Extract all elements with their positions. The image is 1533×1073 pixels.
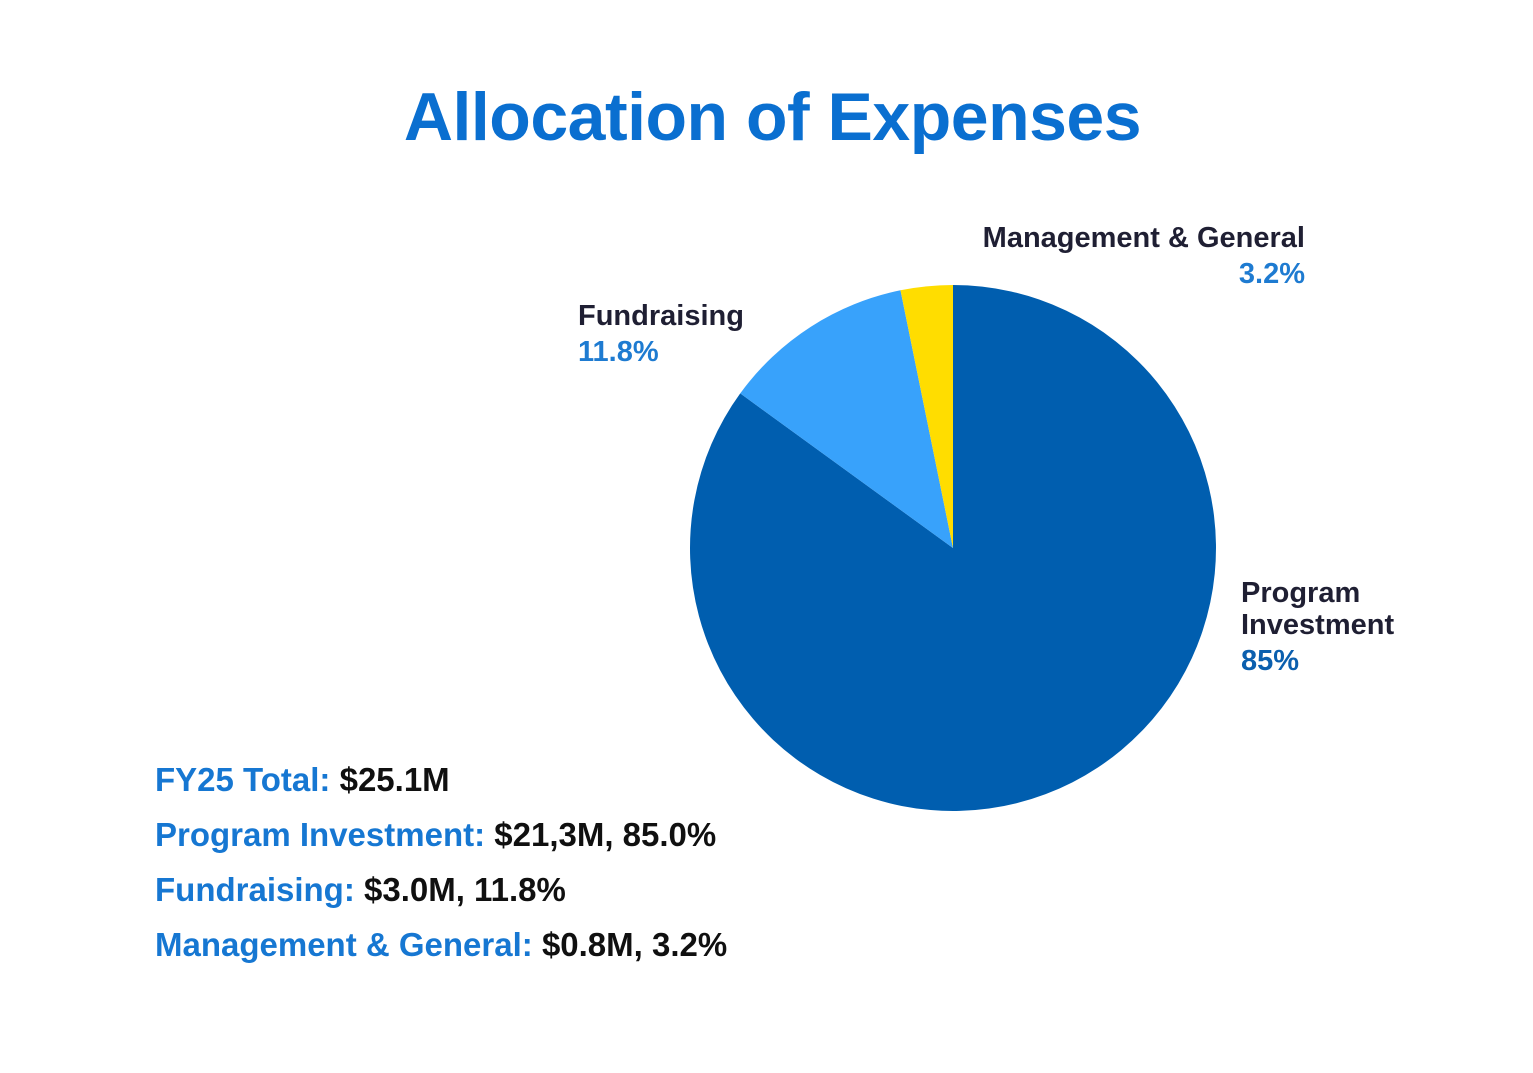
pie-slice-program-investment <box>689 285 1216 811</box>
slice-label-fundraising: Fundraising 11.8% <box>578 300 744 368</box>
summary-program-value: $21,3M, 85.0% <box>494 816 717 853</box>
summary-fundraising: Fundraising: $3.0M, 11.8% <box>155 862 727 917</box>
slice-label-program-name-2: Investment <box>1241 609 1395 641</box>
slice-label-program-name-1: Program <box>1241 577 1361 609</box>
slice-label-management: Management & General 3.2% <box>912 222 1305 290</box>
summary-program: Program Investment: $21,3M, 85.0% <box>155 807 727 862</box>
summary-fundraising-value: $3.0M, 11.8% <box>364 871 566 908</box>
slice-label-management-pct: 3.2% <box>1238 258 1305 290</box>
summary-management-key: Management & General: <box>155 926 533 963</box>
slice-label-program: Program Investment 85% <box>1241 577 1394 677</box>
slice-label-fundraising-pct: 11.8% <box>578 336 659 368</box>
summary-total-key: FY25 Total: <box>155 761 331 798</box>
summary-program-key: Program Investment: <box>155 816 486 853</box>
slice-label-management-name: Management & General <box>982 222 1305 254</box>
summary-block: FY25 Total: $25.1M Program Investment: $… <box>155 752 727 972</box>
slice-label-program-pct: 85% <box>1241 645 1300 677</box>
pie-slice-fundraising <box>740 290 953 548</box>
summary-fundraising-key: Fundraising: <box>155 871 355 908</box>
summary-management: Management & General: $0.8M, 3.2% <box>155 917 727 972</box>
summary-management-value: $0.8M, 3.2% <box>541 926 728 963</box>
summary-total: FY25 Total: $25.1M <box>155 752 727 807</box>
summary-total-value: $25.1M <box>339 761 450 798</box>
slice-label-fundraising-name: Fundraising <box>578 300 744 332</box>
chart-title: Allocation of Expenses <box>403 79 1142 155</box>
pie-slice-management-general <box>900 285 953 548</box>
